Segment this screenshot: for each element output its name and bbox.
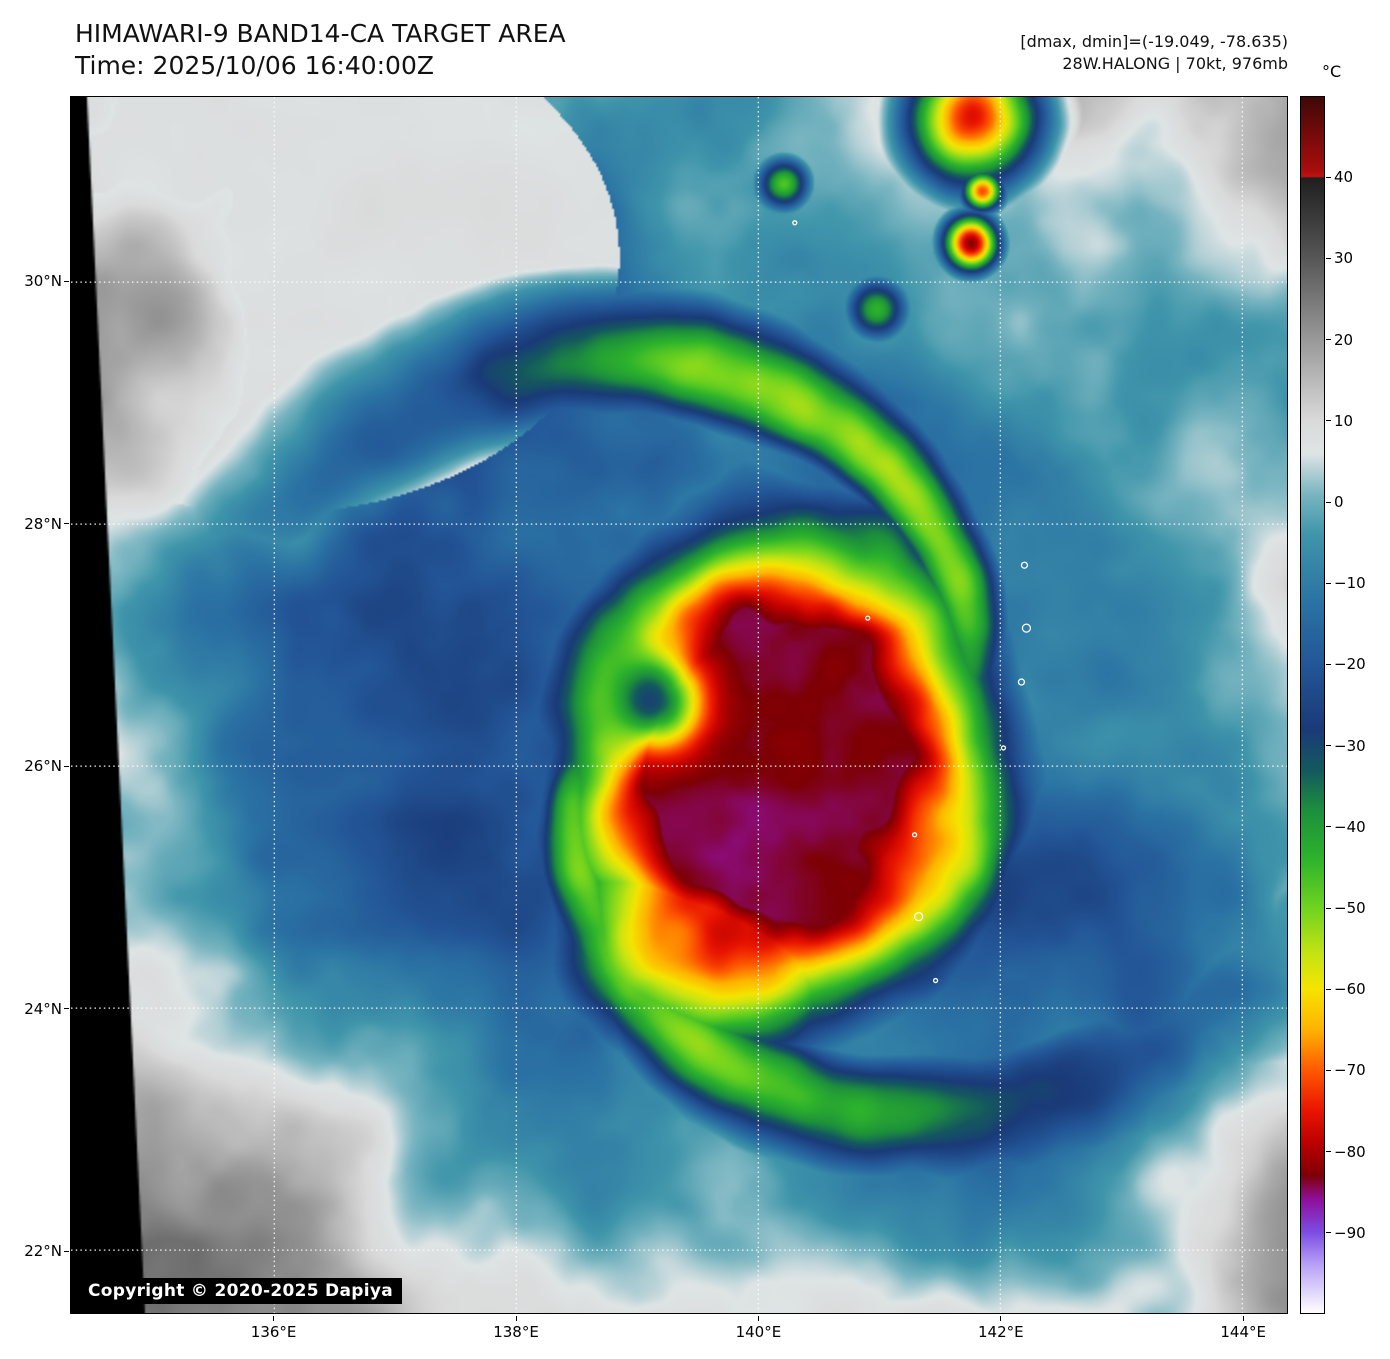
lon-tick-label: 142°E <box>978 1323 1024 1341</box>
colorbar-tick-mark <box>1326 745 1331 747</box>
lat-tick-mark <box>64 765 69 767</box>
lat-tick-mark <box>64 280 69 282</box>
colorbar-tick-label: −20 <box>1334 655 1366 674</box>
colorbar-tick-label: −60 <box>1334 980 1366 999</box>
island-outline <box>792 220 798 226</box>
colorbar-tick-mark <box>1326 257 1331 259</box>
island-outline <box>932 977 939 984</box>
colorbar-tick-mark <box>1326 663 1331 665</box>
colorbar-tick-mark <box>1326 501 1331 503</box>
colorbar-tick-label: 20 <box>1334 330 1354 349</box>
colorbar-tick-label: −90 <box>1334 1223 1366 1242</box>
colorbar <box>1300 96 1325 1314</box>
satellite-imagery-canvas <box>71 97 1287 1313</box>
lat-tick-label: 30°N <box>24 272 62 291</box>
colorbar-tick-label: −40 <box>1334 817 1366 836</box>
island-outline <box>1020 561 1029 569</box>
lon-tick-mark <box>273 1316 275 1321</box>
lat-tick-mark <box>64 1008 69 1010</box>
satellite-map: Copyright © 2020-2025 Dapiya <box>70 96 1288 1314</box>
lon-tick-label: 144°E <box>1220 1323 1266 1341</box>
colorbar-tick-label: −70 <box>1334 1061 1366 1080</box>
lon-tick-label: 136°E <box>250 1323 297 1341</box>
colorbar-tick-mark <box>1326 420 1331 422</box>
colorbar-tick-label: 40 <box>1334 168 1354 187</box>
island-outline <box>1000 745 1007 751</box>
header-right: [dmax, dmin]=(-19.049, -78.635) 28W.HALO… <box>1020 31 1288 75</box>
lat-tick-label: 24°N <box>24 999 62 1018</box>
island-outline <box>911 832 918 838</box>
lon-tick-label: 138°E <box>493 1323 539 1341</box>
figure-timestamp: Time: 2025/10/06 16:40:00Z <box>75 51 434 80</box>
colorbar-tick-mark <box>1326 826 1331 828</box>
lon-tick-mark <box>1000 1316 1002 1321</box>
colorbar-tick-label: 30 <box>1334 249 1354 268</box>
colorbar-tick-label: −50 <box>1334 899 1366 917</box>
colorbar-tick-label: −10 <box>1334 574 1366 593</box>
colorbar-tick-label: 0 <box>1334 493 1344 511</box>
lat-tick-mark <box>64 523 69 525</box>
lat-tick-label: 22°N <box>24 1242 62 1261</box>
lon-tick-mark <box>515 1316 517 1321</box>
figure-title: HIMAWARI-9 BAND14-CA TARGET AREA <box>75 19 566 48</box>
lon-tick-mark <box>1242 1316 1244 1321</box>
colorbar-tick-mark <box>1326 988 1331 990</box>
grid-overlay <box>71 97 1287 1313</box>
colorbar-tick-mark <box>1326 1232 1331 1234</box>
lon-tick-mark <box>757 1316 759 1321</box>
colorbar-tick-mark <box>1326 339 1331 341</box>
colorbar-tick-mark <box>1326 582 1331 584</box>
island-outline <box>1021 623 1032 633</box>
colorbar-tick-mark <box>1326 1151 1331 1153</box>
lat-tick-label: 26°N <box>24 757 62 776</box>
colorbar-tick-label: −30 <box>1334 736 1366 755</box>
island-outline <box>865 615 871 621</box>
copyright-label: Copyright © 2020-2025 Dapiya <box>79 1278 402 1304</box>
island-outline <box>913 912 924 922</box>
colorbar-tick-mark <box>1326 176 1331 178</box>
colorbar-tick-mark <box>1326 907 1331 909</box>
colorbar-tick-label: 10 <box>1334 411 1354 430</box>
colorbar-tick-label: −80 <box>1334 1142 1366 1161</box>
storm-info: 28W.HALONG | 70kt, 976mb <box>1062 54 1288 73</box>
lon-tick-label: 140°E <box>735 1323 782 1341</box>
lat-tick-mark <box>64 1250 69 1252</box>
lat-tick-label: 28°N <box>24 514 62 533</box>
dmax-dmin-readout: [dmax, dmin]=(-19.049, -78.635) <box>1020 32 1288 51</box>
colorbar-unit-label: °C <box>1322 62 1342 81</box>
island-outline <box>1017 678 1026 686</box>
colorbar-tick-mark <box>1326 1069 1331 1071</box>
